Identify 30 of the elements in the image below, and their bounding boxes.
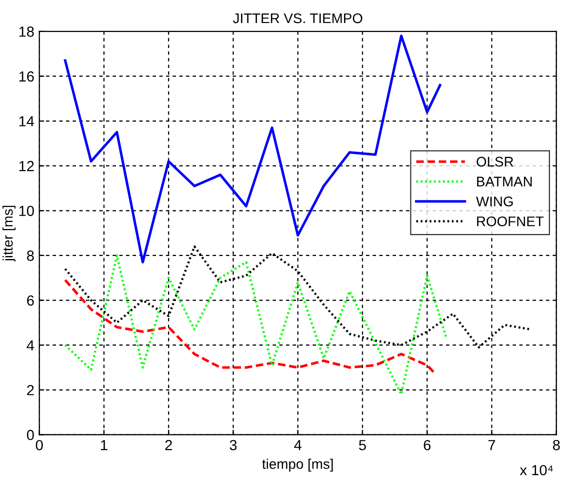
- legend-label: BATMAN: [477, 176, 532, 186]
- y-tick-label: 18: [19, 26, 34, 37]
- y-tick-label: 14: [19, 116, 34, 126]
- line-series: [64, 278, 435, 374]
- x-tick-label: 3: [230, 440, 237, 450]
- line-series: [64, 254, 448, 396]
- legend-label: WING: [476, 196, 513, 206]
- y-tick-label: 0: [26, 430, 34, 440]
- text: x 10⁴: [520, 464, 553, 476]
- legend-label: ROOFNET: [477, 216, 544, 226]
- legend-label: OLSR: [476, 156, 514, 167]
- x-axis-title: tiempo [ms]: [262, 458, 333, 472]
- chart-title: JITTER VS. TIEMPO: [232, 13, 362, 24]
- x-tick-label: 1: [101, 440, 108, 450]
- y-axis-title: jitter [ms]: [2, 206, 16, 262]
- x-tick-label: 2: [165, 440, 172, 450]
- x-tick-label: 5: [359, 440, 366, 450]
- y-tick-label: 2: [27, 384, 34, 396]
- x-tick-label: 7: [488, 440, 496, 450]
- y-tick-label: 8: [27, 250, 34, 261]
- x-tick-label: 4: [294, 440, 302, 450]
- line-series: [64, 34, 442, 264]
- x-tick-label: 6: [424, 440, 431, 450]
- y-tick-label: 16: [19, 71, 34, 82]
- y-tick-label: 4: [26, 340, 34, 350]
- y-tick-label: 6: [27, 295, 34, 306]
- y-tick-label: 10: [19, 206, 34, 216]
- x-tick-label: 8: [552, 440, 560, 450]
- y-tick-label: 12: [19, 160, 34, 172]
- x-tick-label: 0: [36, 440, 43, 450]
